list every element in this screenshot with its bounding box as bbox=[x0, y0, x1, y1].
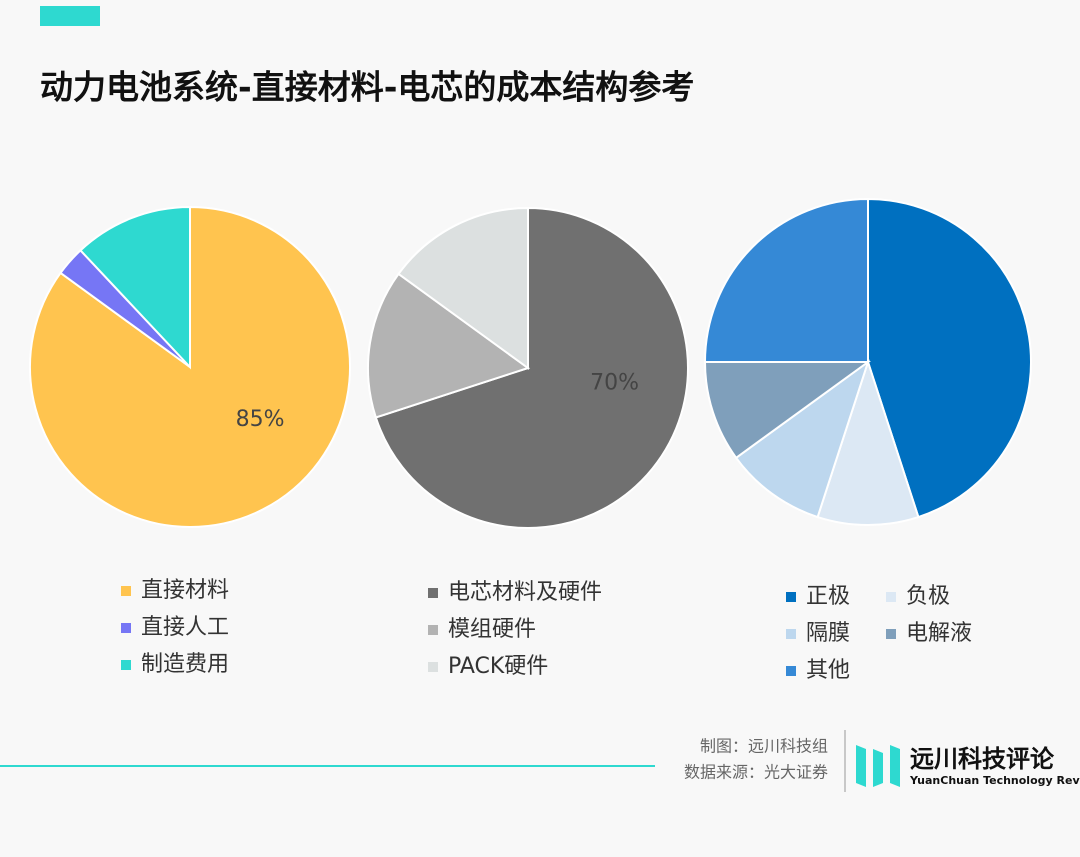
legend-swatch bbox=[121, 586, 131, 596]
legend-label: 其他 bbox=[806, 658, 850, 683]
pie-slice bbox=[374, 206, 689, 529]
pie-slice bbox=[703, 197, 869, 363]
legend-label: 电芯材料及硬件 bbox=[448, 580, 602, 605]
legend-swatch bbox=[786, 592, 796, 602]
brand-en: YuanChuan Technology Review bbox=[909, 774, 1080, 787]
legend-label: 直接人工 bbox=[141, 615, 229, 640]
pie-slice bbox=[867, 197, 1032, 519]
legend-label: 直接材料 bbox=[141, 578, 229, 603]
legend-swatch bbox=[886, 592, 896, 602]
pie-slice bbox=[79, 205, 191, 370]
source: 数据来源：光大证券 bbox=[684, 763, 828, 782]
credit: 制图：远川科技组 bbox=[700, 737, 828, 756]
value-label: 85% bbox=[236, 407, 285, 432]
pie-slice bbox=[703, 361, 872, 460]
chart-title: 动力电池系统-直接材料-电芯的成本结构参考 bbox=[40, 68, 694, 107]
legend-swatch bbox=[121, 660, 131, 670]
legend-label: 模组硬件 bbox=[448, 617, 536, 642]
legend-swatch bbox=[428, 625, 438, 635]
logo bbox=[856, 745, 900, 787]
legend-label: 隔膜 bbox=[806, 621, 850, 646]
legend-swatch bbox=[428, 588, 438, 598]
brand: 远川科技评论 bbox=[910, 745, 1055, 773]
pie-slice bbox=[816, 358, 920, 526]
value-label: 70% bbox=[590, 371, 639, 396]
legend-swatch bbox=[121, 623, 131, 633]
legend-swatch bbox=[786, 666, 796, 676]
legend-label: 正极 bbox=[806, 584, 850, 609]
pie-slice bbox=[734, 359, 870, 519]
legend-swatch bbox=[886, 629, 896, 639]
legend-label: PACK硬件 bbox=[448, 654, 548, 679]
pie-slice bbox=[367, 272, 531, 419]
legend-swatch bbox=[786, 629, 796, 639]
legend-label: 制造费用 bbox=[141, 652, 229, 677]
legend-label: 电解液 bbox=[906, 621, 972, 646]
legend-swatch bbox=[428, 662, 438, 672]
legend-label: 负极 bbox=[906, 584, 950, 609]
accent-bar bbox=[40, 6, 100, 26]
pie-slice bbox=[397, 206, 529, 370]
